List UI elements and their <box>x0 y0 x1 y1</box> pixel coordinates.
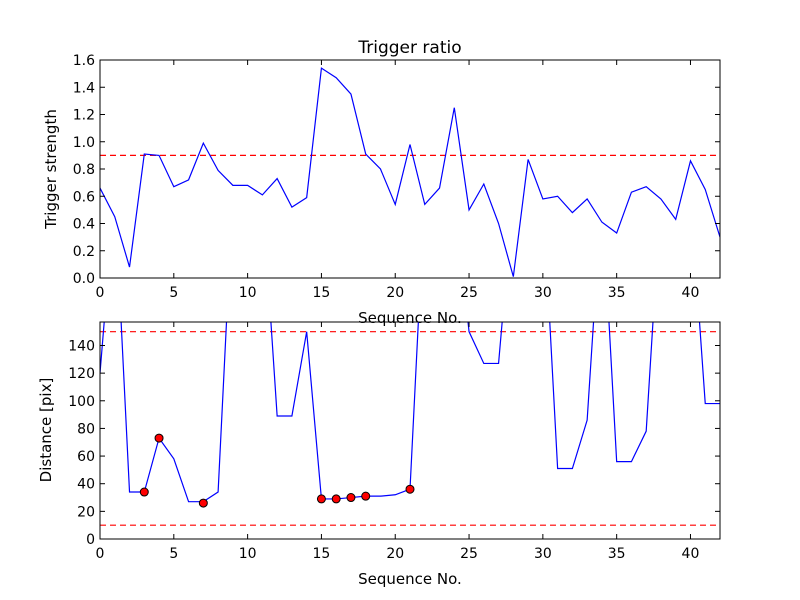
x-tick-label: 20 <box>386 546 404 562</box>
x-tick-label: 35 <box>608 285 626 301</box>
x-tick-label: 25 <box>460 285 478 301</box>
y-tick-label: 1.6 <box>73 53 95 69</box>
data-point-marker <box>316 494 326 504</box>
y-tick-label: 0.4 <box>73 217 95 233</box>
y-tick-label: 40 <box>77 477 95 493</box>
x-tick-label: 40 <box>682 546 700 562</box>
x-tick-label: 15 <box>313 285 331 301</box>
y-axis-label: Trigger strength <box>42 109 60 230</box>
data-point-marker <box>405 484 415 494</box>
data-point-marker <box>139 487 149 497</box>
y-tick-label: 20 <box>77 504 95 520</box>
data-point-marker <box>361 491 371 501</box>
y-tick-label: 1.2 <box>73 108 95 124</box>
x-tick-label: 40 <box>682 285 700 301</box>
x-tick-label: 30 <box>534 546 552 562</box>
y-tick-label: 1.4 <box>73 80 95 96</box>
x-tick-label: 20 <box>386 285 404 301</box>
y-tick-label: 120 <box>68 366 95 382</box>
x-tick-label: 5 <box>169 546 178 562</box>
x-tick-label: 25 <box>460 546 478 562</box>
x-tick-label: 10 <box>239 285 257 301</box>
y-tick-label: 0.2 <box>73 244 95 260</box>
distance-chart: 0 5 10 15 20 25 30 35 40 0 20 40 60 80 100 120 140 Sequ… <box>37 321 721 588</box>
y-tick-label: 0.6 <box>73 189 95 205</box>
y-tick-label: 60 <box>77 449 95 465</box>
x-tick-label: 0 <box>96 285 105 301</box>
x-tick-label: 0 <box>96 546 105 562</box>
x-tick-label: 15 <box>313 546 331 562</box>
x-tick-label: 35 <box>608 546 626 562</box>
data-point-marker <box>198 498 208 508</box>
y-tick-label: 100 <box>68 394 95 410</box>
plot-frame <box>99 321 721 540</box>
x-tick-label: 30 <box>534 285 552 301</box>
y-tick-label: 1.0 <box>73 135 95 151</box>
y-tick-label: 0 <box>86 532 95 548</box>
y-axis-label: Distance [pix] <box>37 378 55 483</box>
x-axis-label: Sequence No. <box>358 309 462 327</box>
y-tick-label: 140 <box>68 338 95 354</box>
data-point-marker <box>331 494 341 504</box>
series-line <box>100 67 720 277</box>
y-tick-label: 80 <box>77 421 95 437</box>
x-tick-label: 10 <box>239 546 257 562</box>
chart-title: Trigger ratio <box>357 38 461 58</box>
y-tick-label: 0.8 <box>73 162 95 178</box>
x-axis-label: Sequence No. <box>358 570 462 588</box>
data-point-marker <box>346 493 356 503</box>
y-tick-label: 0.0 <box>73 271 95 287</box>
x-tick-label: 5 <box>169 285 178 301</box>
data-point-marker <box>154 433 164 443</box>
